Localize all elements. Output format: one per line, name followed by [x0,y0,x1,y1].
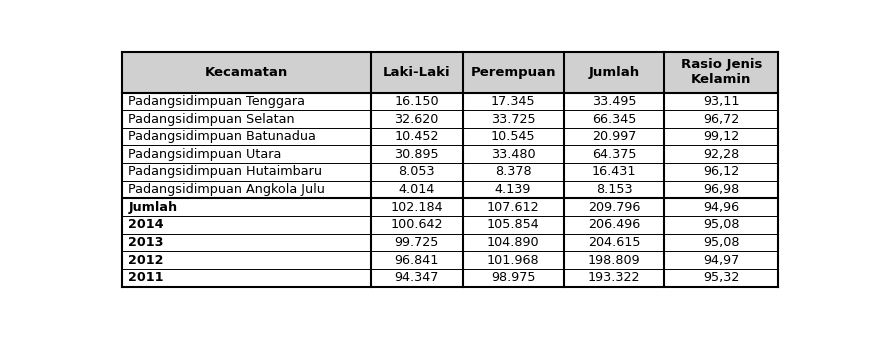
Text: 32.620: 32.620 [394,113,439,125]
Text: 99,12: 99,12 [703,130,739,143]
Text: 102.184: 102.184 [390,201,443,214]
Text: 8.053: 8.053 [399,165,435,178]
Text: 206.496: 206.496 [588,218,640,231]
Text: 198.809: 198.809 [588,254,641,267]
Text: 2012: 2012 [128,254,164,267]
Text: 4.014: 4.014 [399,183,435,196]
Text: Padangsidimpuan Utara: Padangsidimpuan Utara [128,148,282,161]
Text: 92,28: 92,28 [703,148,739,161]
Text: 101.968: 101.968 [487,254,539,267]
Text: 33.480: 33.480 [491,148,535,161]
Text: 105.854: 105.854 [487,218,539,231]
Text: 99.725: 99.725 [394,236,439,249]
Text: 95,08: 95,08 [703,236,740,249]
Text: 33.725: 33.725 [491,113,535,125]
Text: 10.452: 10.452 [394,130,439,143]
Text: Kecamatan: Kecamatan [204,66,288,79]
Text: Laki-Laki: Laki-Laki [383,66,451,79]
Text: Padangsidimpuan Tenggara: Padangsidimpuan Tenggara [128,95,305,108]
Text: 96,98: 96,98 [703,183,739,196]
Text: 95,08: 95,08 [703,218,740,231]
Text: 100.642: 100.642 [391,218,443,231]
Text: 17.345: 17.345 [491,95,535,108]
Text: 4.139: 4.139 [495,183,532,196]
Text: Rasio Jenis
Kelamin: Rasio Jenis Kelamin [681,58,762,87]
Text: Jumlah: Jumlah [589,66,640,79]
Text: Padangsidimpuan Angkola Julu: Padangsidimpuan Angkola Julu [128,183,326,196]
Text: 96,72: 96,72 [703,113,739,125]
Text: 30.895: 30.895 [394,148,439,161]
Text: 95,32: 95,32 [703,271,739,284]
Text: 2013: 2013 [128,236,164,249]
Text: 94,97: 94,97 [703,254,739,267]
Bar [121,52,779,93]
Text: 2014: 2014 [128,218,164,231]
Text: 8.378: 8.378 [495,165,532,178]
Text: 107.612: 107.612 [487,201,539,214]
Text: 98.975: 98.975 [491,271,535,284]
Text: 16.150: 16.150 [394,95,439,108]
Text: Perempuan: Perempuan [470,66,556,79]
Text: 93,11: 93,11 [703,95,740,108]
Text: Padangsidimpuan Batunadua: Padangsidimpuan Batunadua [128,130,316,143]
Text: 204.615: 204.615 [588,236,641,249]
Text: Padangsidimpuan Selatan: Padangsidimpuan Selatan [128,113,295,125]
Text: 16.431: 16.431 [591,165,636,178]
Text: 96.841: 96.841 [394,254,439,267]
Text: 209.796: 209.796 [588,201,640,214]
Text: 2011: 2011 [128,271,164,284]
Text: 96,12: 96,12 [703,165,739,178]
Text: 20.997: 20.997 [592,130,636,143]
Text: 104.890: 104.890 [487,236,539,249]
Text: Padangsidimpuan Hutaimbaru: Padangsidimpuan Hutaimbaru [128,165,322,178]
Text: 33.495: 33.495 [591,95,636,108]
Text: 193.322: 193.322 [588,271,641,284]
Text: 94.347: 94.347 [394,271,439,284]
Text: 8.153: 8.153 [596,183,633,196]
Text: 64.375: 64.375 [591,148,636,161]
Text: 94,96: 94,96 [703,201,739,214]
Text: 10.545: 10.545 [491,130,535,143]
Text: 66.345: 66.345 [592,113,636,125]
Text: Jumlah: Jumlah [128,201,178,214]
